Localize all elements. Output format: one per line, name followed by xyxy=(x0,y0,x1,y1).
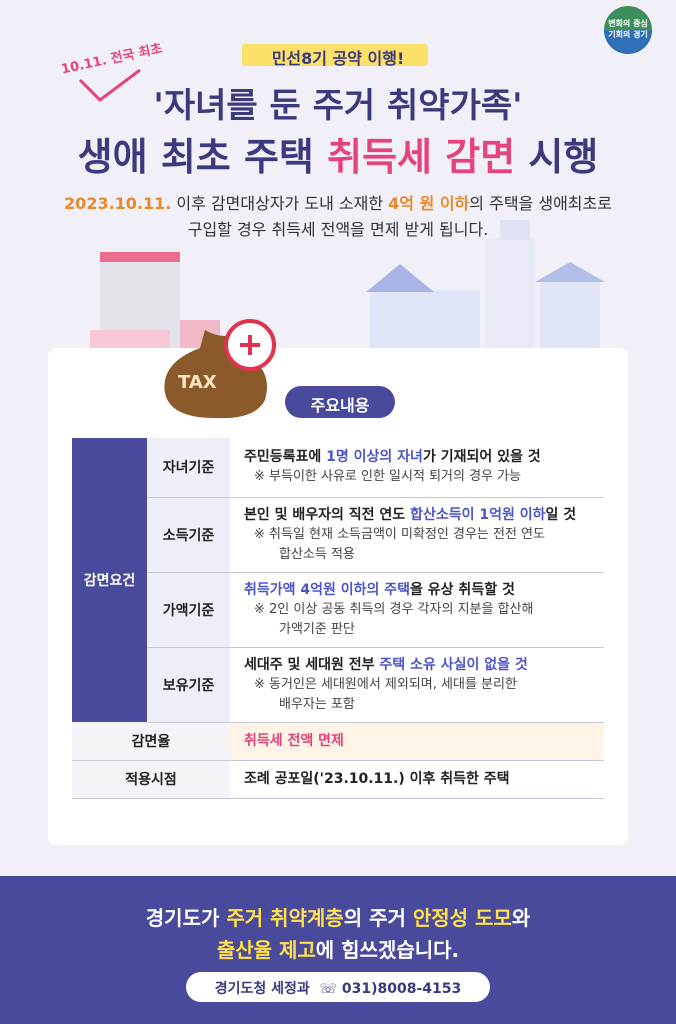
text: 가 기재되어 있을 것 xyxy=(422,449,541,466)
tax-bag xyxy=(164,319,276,419)
text: 일 것 xyxy=(545,506,577,523)
title-text: 시행 xyxy=(515,135,599,179)
table-row: 가액기준 취득가액 4억원 이하의 주택을 유상 취득할 것 ※ 2인 이상 공동 … xyxy=(72,572,604,648)
highlight xyxy=(242,44,428,66)
row-label: 보유기준 xyxy=(147,647,230,723)
title-text: 생애 최초 주택 xyxy=(77,135,328,179)
section-title: 주요내용 xyxy=(310,396,370,415)
note-line: 합산소득 적용 xyxy=(279,546,355,562)
footer-text: 경기도가 xyxy=(145,906,227,930)
table-row: 보유기준 세대주 및 세대원 전부 주택 소유 사실이 없을 것 ※ 동거인은 세대… xyxy=(72,647,604,723)
rate-value: 취득세 전액 면제 xyxy=(230,722,604,761)
row-label: 자녀기준 xyxy=(147,438,230,498)
logo-text: 변화의 중심 xyxy=(608,19,648,28)
footer-text: 의 주거 xyxy=(343,906,413,930)
footer-highlight: 주거 취약계층 xyxy=(226,906,344,930)
row-value: 본인 및 배우자의 직전 연도 합산소득이 1억원 이하일 것 ※ 취득일 현재 … xyxy=(230,497,604,573)
main-text: 취득가액 4억원 이하의 주택을 유상 취득할 것 xyxy=(244,580,604,600)
tax-label: TAX xyxy=(178,372,217,393)
footer-text: 와 xyxy=(511,906,531,930)
contact-pill xyxy=(186,972,490,1002)
highlight: 합산소득이 1억원 이하 xyxy=(410,506,546,523)
note: ※ 부득이한 사유로 인한 일시적 퇴거의 경우 가능 xyxy=(244,467,604,487)
contact: 경기도청 세정과 ☏ 031)8008-4153 xyxy=(214,981,462,997)
table-row: 감면요건 자녀기준 주민등록표에 1명 이상의 자녀가 기재되어 있을 것 ※ 부득이… xyxy=(72,438,604,722)
footer-line: 출산율 제고에 힘쓰겠습니다. xyxy=(0,934,676,963)
group-label: 감면요건 xyxy=(72,438,147,722)
table-row: 소득기준 본인 및 배우자의 직전 연도 합산소득이 1억원 이하일 것 ※ 취득일… xyxy=(72,497,604,573)
main-text: 본인 및 배우자의 직전 연도 합산소득이 1억원 이하일 것 xyxy=(244,505,604,525)
subtitle: 2023.10.11. 이후 감면대상자가 도내 소재한 4억 원 이하의 주택… xyxy=(0,190,676,214)
note-line: 가액기준 판단 xyxy=(279,621,355,637)
table: 감면요건 자녀기준 주민등록표에 1명 이상의 자녀가 기재되어 있을 것 ※ 부득이… xyxy=(72,438,604,799)
highlight: 주택 소유 사실이 없을 것 xyxy=(379,656,528,673)
title: '자녀를 둔 주거 취약가족' xyxy=(153,86,523,126)
note-line: 배우자는 포함 xyxy=(279,696,355,712)
title-highlight: 취득세 감면 xyxy=(327,135,516,179)
department: 경기도청 세정과 xyxy=(214,981,310,997)
text: 주민등록표에 xyxy=(244,449,327,466)
note-line: ※ 취득일 현재 소득금액이 미확정인 경우는 전전 연도 xyxy=(254,526,545,542)
logo-text: 기회의 경기 xyxy=(608,30,648,39)
table-row: 감면율 취득세 전액 면제 xyxy=(72,722,604,761)
footer-highlight: 안정성 도모 xyxy=(412,906,512,930)
table-body: 감면요건 자녀기준 주민등록표에 1명 이상의 자녀가 기재되어 있을 것 ※ 부득이… xyxy=(72,438,604,799)
tagline: 민선8기 공약 이행! xyxy=(271,49,405,68)
note-line: ※ 부득이한 사유로 인한 일시적 퇴거의 경우 가능 xyxy=(254,469,522,485)
highlight: 1명 이상의 자녀 xyxy=(326,449,423,466)
phone: 031)8008-4153 xyxy=(341,981,462,997)
date-value: 조례 공포일('23.10.11.) 이후 취득한 주택 xyxy=(230,760,604,799)
note-line: ※ 2인 이상 공동 취득의 경우 각자의 지분을 합산해 xyxy=(254,601,534,617)
note-line: ※ 동거인은 세대원에서 제외되며, 세대를 분리한 xyxy=(254,676,517,692)
row-label: 가액기준 xyxy=(147,572,230,648)
row-value: 취득가액 4억원 이하의 주택을 유상 취득할 것 ※ 2인 이상 공동 취득의 … xyxy=(230,572,604,648)
rate-label: 감면율 xyxy=(72,722,230,761)
text: 을 유상 취득할 것 xyxy=(410,581,515,598)
highlight: 취득가액 4억원 이하의 주택 xyxy=(244,581,411,598)
text: 본인 및 배우자의 직전 연도 xyxy=(244,506,411,523)
row-label: 소득기준 xyxy=(147,497,230,573)
text: 세대주 및 세대원 전부 xyxy=(244,656,380,673)
footer-highlight: 출산율 제고 xyxy=(216,938,316,962)
main-text: 주민등록표에 1명 이상의 자녀가 기재되어 있을 것 xyxy=(244,447,604,467)
subtitle-highlight: 2023.10.11. xyxy=(64,194,172,213)
subtitle-highlight: 4억 원 이하 xyxy=(388,194,470,213)
subtitle-text: 이후 감면대상자가 도내 소재한 xyxy=(171,194,389,213)
date-label: 적용시점 xyxy=(72,760,230,799)
main-text: 세대주 및 세대원 전부 주택 소유 사실이 없을 것 xyxy=(244,655,604,675)
row-value: 주민등록표에 1명 이상의 자녀가 기재되어 있을 것 ※ 부득이한 사유로 인한… xyxy=(230,438,604,498)
footer-text: 에 힘쓰겠습니다. xyxy=(315,938,460,962)
logo-bg xyxy=(604,30,652,54)
subtitle: 구입할 경우 취득세 전액을 면제 받게 됩니다. xyxy=(187,220,489,239)
subtitle-text: 의 주택을 생애최초로 xyxy=(469,194,612,213)
table-row: 적용시점 조례 공포일('23.10.11.) 이후 취득한 주택 xyxy=(72,760,604,799)
check xyxy=(78,68,141,102)
section-pill xyxy=(285,386,395,418)
title: 생애 최초 주택 취득세 감면 시행 xyxy=(0,126,676,181)
footer-line: 경기도가 주거 취약계층의 주거 안정성 도모와 xyxy=(0,902,676,931)
row-value: 세대주 및 세대원 전부 주택 소유 사실이 없을 것 ※ 동거인은 세대원에서 … xyxy=(230,647,604,723)
